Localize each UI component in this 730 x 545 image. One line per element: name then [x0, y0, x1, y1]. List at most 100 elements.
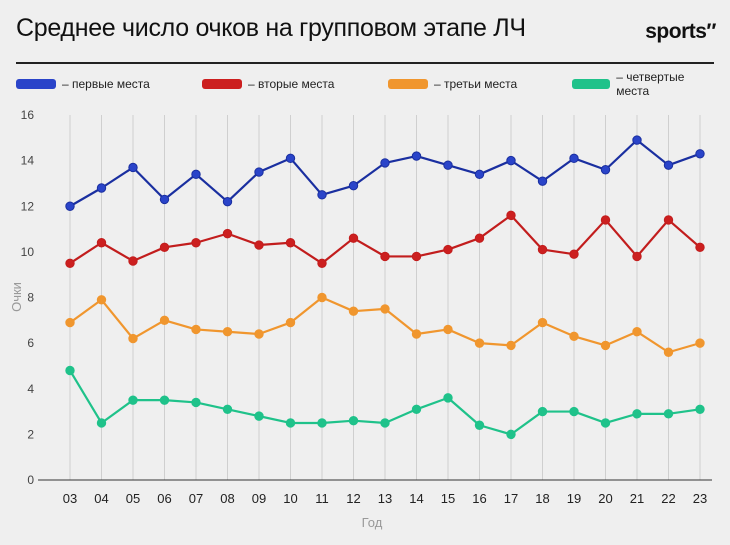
point-fourth-14 — [411, 404, 422, 414]
point-fourth-18 — [537, 406, 548, 417]
point-first-09 — [254, 167, 264, 177]
point-second-14 — [411, 251, 422, 262]
x-tick-label-22: 22 — [661, 491, 675, 506]
legend-swatch-first — [16, 79, 56, 89]
point-third-10 — [285, 317, 296, 328]
point-third-04 — [96, 295, 107, 305]
x-tick-label-06: 06 — [157, 491, 171, 506]
chart-title: Среднее число очков на групповом этапе Л… — [16, 14, 526, 42]
point-third-08 — [222, 327, 233, 337]
y-tick-label-8: 8 — [27, 291, 34, 305]
point-fourth-22 — [663, 409, 674, 419]
y-tick-label-12: 12 — [21, 199, 35, 213]
point-third-07 — [191, 324, 201, 335]
y-tick-label-6: 6 — [27, 336, 34, 350]
brand-logo: sports″ — [645, 20, 716, 43]
point-second-18 — [537, 244, 548, 255]
point-second-15 — [443, 244, 453, 255]
point-second-20 — [600, 215, 611, 225]
point-second-03 — [65, 258, 75, 268]
point-first-22 — [663, 160, 674, 170]
point-first-18 — [537, 176, 548, 186]
point-first-12 — [348, 181, 359, 191]
x-tick-label-13: 13 — [378, 491, 392, 506]
point-fourth-09 — [254, 411, 264, 421]
point-fourth-21 — [632, 409, 642, 419]
point-third-11 — [317, 292, 327, 303]
point-first-04 — [96, 183, 107, 193]
point-third-17 — [506, 340, 516, 351]
point-first-19 — [569, 153, 579, 164]
point-third-14 — [411, 329, 422, 339]
point-fourth-03 — [65, 365, 75, 376]
point-fourth-10 — [285, 418, 296, 428]
x-tick-label-23: 23 — [693, 491, 707, 506]
x-tick-label-15: 15 — [441, 491, 455, 506]
point-fourth-07 — [191, 397, 201, 408]
x-tick-label-03: 03 — [63, 491, 77, 506]
legend-label-fourth: – четвертые места — [616, 70, 685, 98]
point-third-23 — [695, 338, 705, 348]
x-tick-label-14: 14 — [409, 491, 423, 506]
y-axis-title: Очки — [9, 282, 24, 312]
point-third-18 — [537, 317, 548, 328]
point-first-11 — [317, 190, 327, 200]
legend-swatch-second — [202, 79, 242, 89]
legend-item-third: – третьи места — [388, 74, 517, 94]
x-tick-label-12: 12 — [346, 491, 360, 506]
point-second-10 — [285, 238, 296, 248]
legend-label-third: – третьи места — [434, 77, 518, 91]
x-tick-label-21: 21 — [630, 491, 644, 506]
point-first-15 — [443, 160, 453, 170]
point-second-19 — [569, 249, 579, 259]
point-third-05 — [128, 333, 138, 344]
point-fourth-15 — [443, 393, 453, 403]
x-tick-label-08: 08 — [220, 491, 234, 506]
point-fourth-16 — [474, 420, 485, 430]
point-first-14 — [411, 151, 422, 161]
x-tick-label-16: 16 — [472, 491, 486, 506]
point-second-13 — [380, 251, 390, 262]
point-first-10 — [285, 153, 296, 164]
x-tick-label-11: 11 — [315, 491, 329, 506]
point-first-05 — [128, 162, 138, 173]
point-second-07 — [191, 238, 201, 248]
legend-item-second: – вторые места — [202, 74, 334, 94]
legend-label-second: – вторые места — [248, 77, 335, 91]
point-first-07 — [191, 169, 201, 180]
point-third-06 — [159, 315, 170, 326]
legend-swatch-third — [388, 79, 428, 89]
point-second-16 — [474, 233, 485, 243]
point-fourth-20 — [600, 418, 611, 428]
point-first-08 — [222, 196, 233, 207]
x-tick-label-07: 07 — [189, 491, 203, 506]
point-second-04 — [96, 238, 107, 248]
point-third-20 — [600, 340, 611, 351]
point-first-20 — [600, 165, 611, 175]
point-third-09 — [254, 329, 264, 339]
point-first-23 — [695, 149, 705, 159]
legend: – первые места – вторые места – третьи м… — [16, 70, 716, 98]
point-first-17 — [506, 155, 516, 166]
point-first-06 — [159, 194, 170, 205]
point-third-16 — [474, 338, 485, 348]
x-tick-label-05: 05 — [126, 491, 140, 506]
point-third-22 — [663, 347, 674, 357]
point-fourth-11 — [317, 418, 327, 428]
point-third-15 — [443, 324, 453, 335]
point-second-21 — [632, 251, 642, 262]
point-fourth-12 — [348, 415, 359, 426]
point-second-09 — [254, 240, 264, 250]
y-tick-label-10: 10 — [21, 245, 35, 259]
y-tick-label-0: 0 — [27, 473, 34, 487]
point-second-08 — [222, 228, 233, 239]
point-second-06 — [159, 242, 170, 253]
point-third-19 — [569, 331, 579, 341]
point-second-05 — [128, 256, 138, 266]
point-second-11 — [317, 258, 327, 268]
point-first-13 — [380, 158, 390, 168]
legend-item-first: – первые места — [16, 74, 150, 94]
point-third-13 — [380, 304, 390, 314]
point-third-03 — [65, 317, 75, 328]
